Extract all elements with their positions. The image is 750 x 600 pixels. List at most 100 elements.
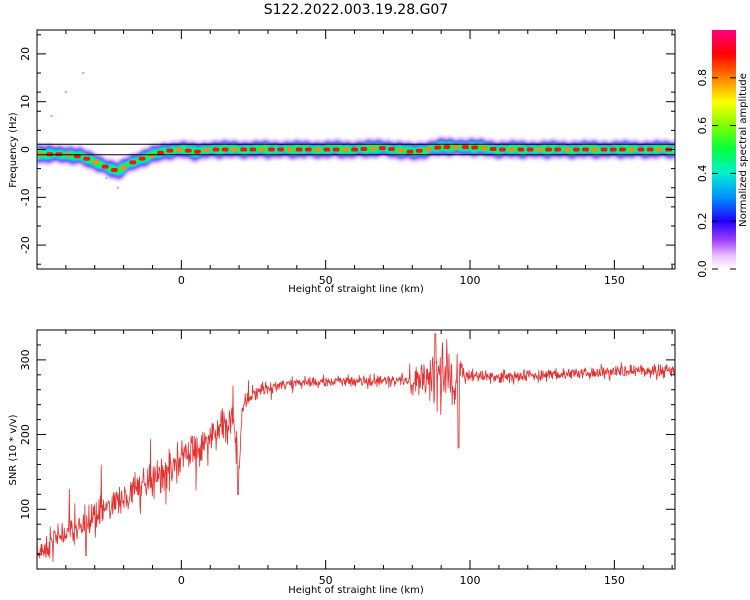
spectrogram-core-cell bbox=[295, 147, 303, 152]
colorbar-label: Normalized spectral amplitude bbox=[738, 73, 749, 227]
spectrogram-core-cell bbox=[240, 147, 248, 152]
spectrogram-speckle bbox=[64, 90, 68, 94]
spectrogram-core-cell bbox=[110, 168, 118, 173]
snr-ylabel: SNR (10 * v/v) bbox=[8, 414, 19, 485]
spectrogram-core-cell bbox=[554, 147, 562, 152]
colorbar-tick-label: 0.8 bbox=[696, 69, 709, 87]
spectrogram-core-cell bbox=[397, 148, 405, 153]
snr-panel: 0 50 100 150 100 200 300 Height of straight li… bbox=[8, 329, 676, 596]
spectrogram-core-cell bbox=[388, 147, 395, 152]
spectrogram-core-cell bbox=[92, 160, 100, 165]
colorbar-scale bbox=[712, 30, 736, 269]
spectrogram-core-cell bbox=[646, 147, 654, 152]
spectrogram-core-cell bbox=[175, 147, 183, 152]
spectrogram-outline bbox=[37, 143, 675, 156]
spectrogram-core-cell bbox=[258, 147, 266, 152]
colorbar-tick-label: 0.2 bbox=[696, 212, 709, 230]
spectrogram-core-cell bbox=[406, 149, 414, 154]
spectrogram-core-cell bbox=[415, 148, 423, 153]
snr-ytick-label: 100 bbox=[19, 499, 32, 520]
spectrogram-core-cell bbox=[323, 147, 331, 152]
spectrogram-core-cell bbox=[277, 147, 285, 152]
spectrogram-core-cell bbox=[628, 147, 636, 152]
spectrogram-ytick-label: 0 bbox=[19, 146, 32, 153]
snr-plot-area bbox=[37, 330, 675, 569]
spectrogram-xtick-label: 150 bbox=[604, 274, 625, 287]
spectrogram-core-cell bbox=[535, 147, 543, 152]
spectrogram-core-cell bbox=[609, 147, 617, 152]
snr-xtick-label: 150 bbox=[604, 574, 625, 587]
spectrogram-core-cell bbox=[655, 147, 663, 152]
spectrogram-core-cell bbox=[480, 146, 488, 151]
spectrogram-ytick-label: -20 bbox=[19, 236, 32, 254]
snr-xlabel: Height of straight line (km) bbox=[288, 585, 424, 596]
spectrogram-core-cell bbox=[203, 148, 211, 153]
spectrogram-core-cell bbox=[461, 145, 469, 150]
spectrogram-xtick-label: 100 bbox=[460, 274, 481, 287]
spectrogram-core-cell bbox=[369, 146, 377, 151]
colorbar-ticks: 0.0 0.2 0.4 0.6 0.8 bbox=[696, 69, 736, 278]
spectrogram-core-cell bbox=[360, 147, 368, 152]
spectrogram-core-cell bbox=[286, 147, 294, 152]
spectrogram-core-cell bbox=[545, 147, 553, 152]
snr-frame bbox=[36, 329, 676, 570]
spectrogram-core-cell bbox=[582, 147, 589, 152]
snr-ytick-label: 200 bbox=[19, 424, 32, 445]
spectrogram-core-cell bbox=[526, 147, 534, 152]
spectrogram-xtick-label: 50 bbox=[319, 274, 333, 287]
spectrogram-ytick-label: 10 bbox=[19, 95, 32, 109]
spectrogram-xlabel: Height of straight line (km) bbox=[288, 284, 424, 295]
spectrogram-core-cell bbox=[221, 147, 229, 152]
spectrogram-core-cell bbox=[424, 147, 432, 152]
spectrogram-heatmap bbox=[37, 71, 675, 189]
spectrogram-core-cell bbox=[471, 145, 479, 150]
spectrogram-frame bbox=[36, 29, 676, 270]
spectrogram-core-cell bbox=[434, 145, 442, 150]
spectrogram-core-cell bbox=[212, 147, 220, 152]
spectrogram-axes: 0 50 100 150 -20 -10 0 10 20 bbox=[19, 30, 675, 287]
snr-xtick-label: 100 bbox=[460, 574, 481, 587]
spectrogram-core-cell bbox=[351, 147, 359, 152]
spectrogram-core-cell bbox=[452, 145, 460, 150]
colorbar-tick-label: 0.4 bbox=[696, 165, 709, 183]
spectrogram-ylabel: Frequency (Hz) bbox=[8, 112, 19, 188]
spectrogram-ytick-label: -10 bbox=[19, 188, 32, 206]
spectrogram-core-cell bbox=[517, 147, 525, 152]
spectrogram-panel: 0 50 100 150 -20 -10 0 10 20 Height of straight … bbox=[8, 29, 676, 295]
spectrogram-core-cell bbox=[120, 165, 128, 170]
snr-xtick-label: 0 bbox=[178, 574, 185, 587]
spectrogram-core-cell bbox=[443, 145, 451, 150]
colorbar-tick-label: 0.0 bbox=[696, 260, 709, 278]
spectrogram-core-cell bbox=[101, 164, 109, 169]
spectrogram-core-cell bbox=[378, 146, 386, 151]
spectrogram-core-cell bbox=[129, 160, 137, 165]
spectrogram-core-cell bbox=[563, 147, 571, 152]
spectrogram-speckle bbox=[50, 114, 53, 118]
spectrogram-speckle bbox=[105, 176, 108, 180]
spectrogram-core-cell bbox=[637, 147, 645, 152]
spectrogram-core-cell bbox=[591, 147, 599, 152]
spectrogram-core-cell bbox=[194, 149, 201, 154]
spectrogram-core-cell bbox=[314, 147, 322, 152]
spectrogram-core-cell bbox=[498, 147, 506, 152]
spectrogram-core-cell bbox=[166, 148, 174, 153]
spectrogram-core-cell bbox=[618, 147, 626, 152]
spectrogram-xtick-label: 0 bbox=[178, 274, 185, 287]
spectrogram-core-cell bbox=[600, 147, 608, 152]
spectrogram-core-cell bbox=[572, 147, 580, 152]
spectrogram-core-cell bbox=[138, 156, 146, 161]
snr-series-line bbox=[37, 333, 675, 562]
spectrogram-core bbox=[37, 145, 675, 173]
figure-title: S122.2022.003.19.28.G07 bbox=[264, 2, 449, 18]
spectrogram-core-cell bbox=[304, 147, 312, 152]
spectrogram-core-cell bbox=[332, 147, 340, 152]
snr-xtick-label: 50 bbox=[319, 574, 333, 587]
spectrogram-core-cell bbox=[489, 147, 497, 152]
snr-axes: 0 50 100 150 100 200 300 bbox=[19, 329, 675, 587]
colorbar: 0.0 0.2 0.4 0.6 0.8 Normalized spectral ampl… bbox=[696, 30, 749, 278]
spectrogram-core-cell bbox=[184, 148, 192, 153]
spectrogram-core-cell bbox=[83, 156, 91, 161]
colorbar-tick-label: 0.6 bbox=[696, 117, 709, 135]
spectrogram-core-cell bbox=[341, 147, 349, 152]
